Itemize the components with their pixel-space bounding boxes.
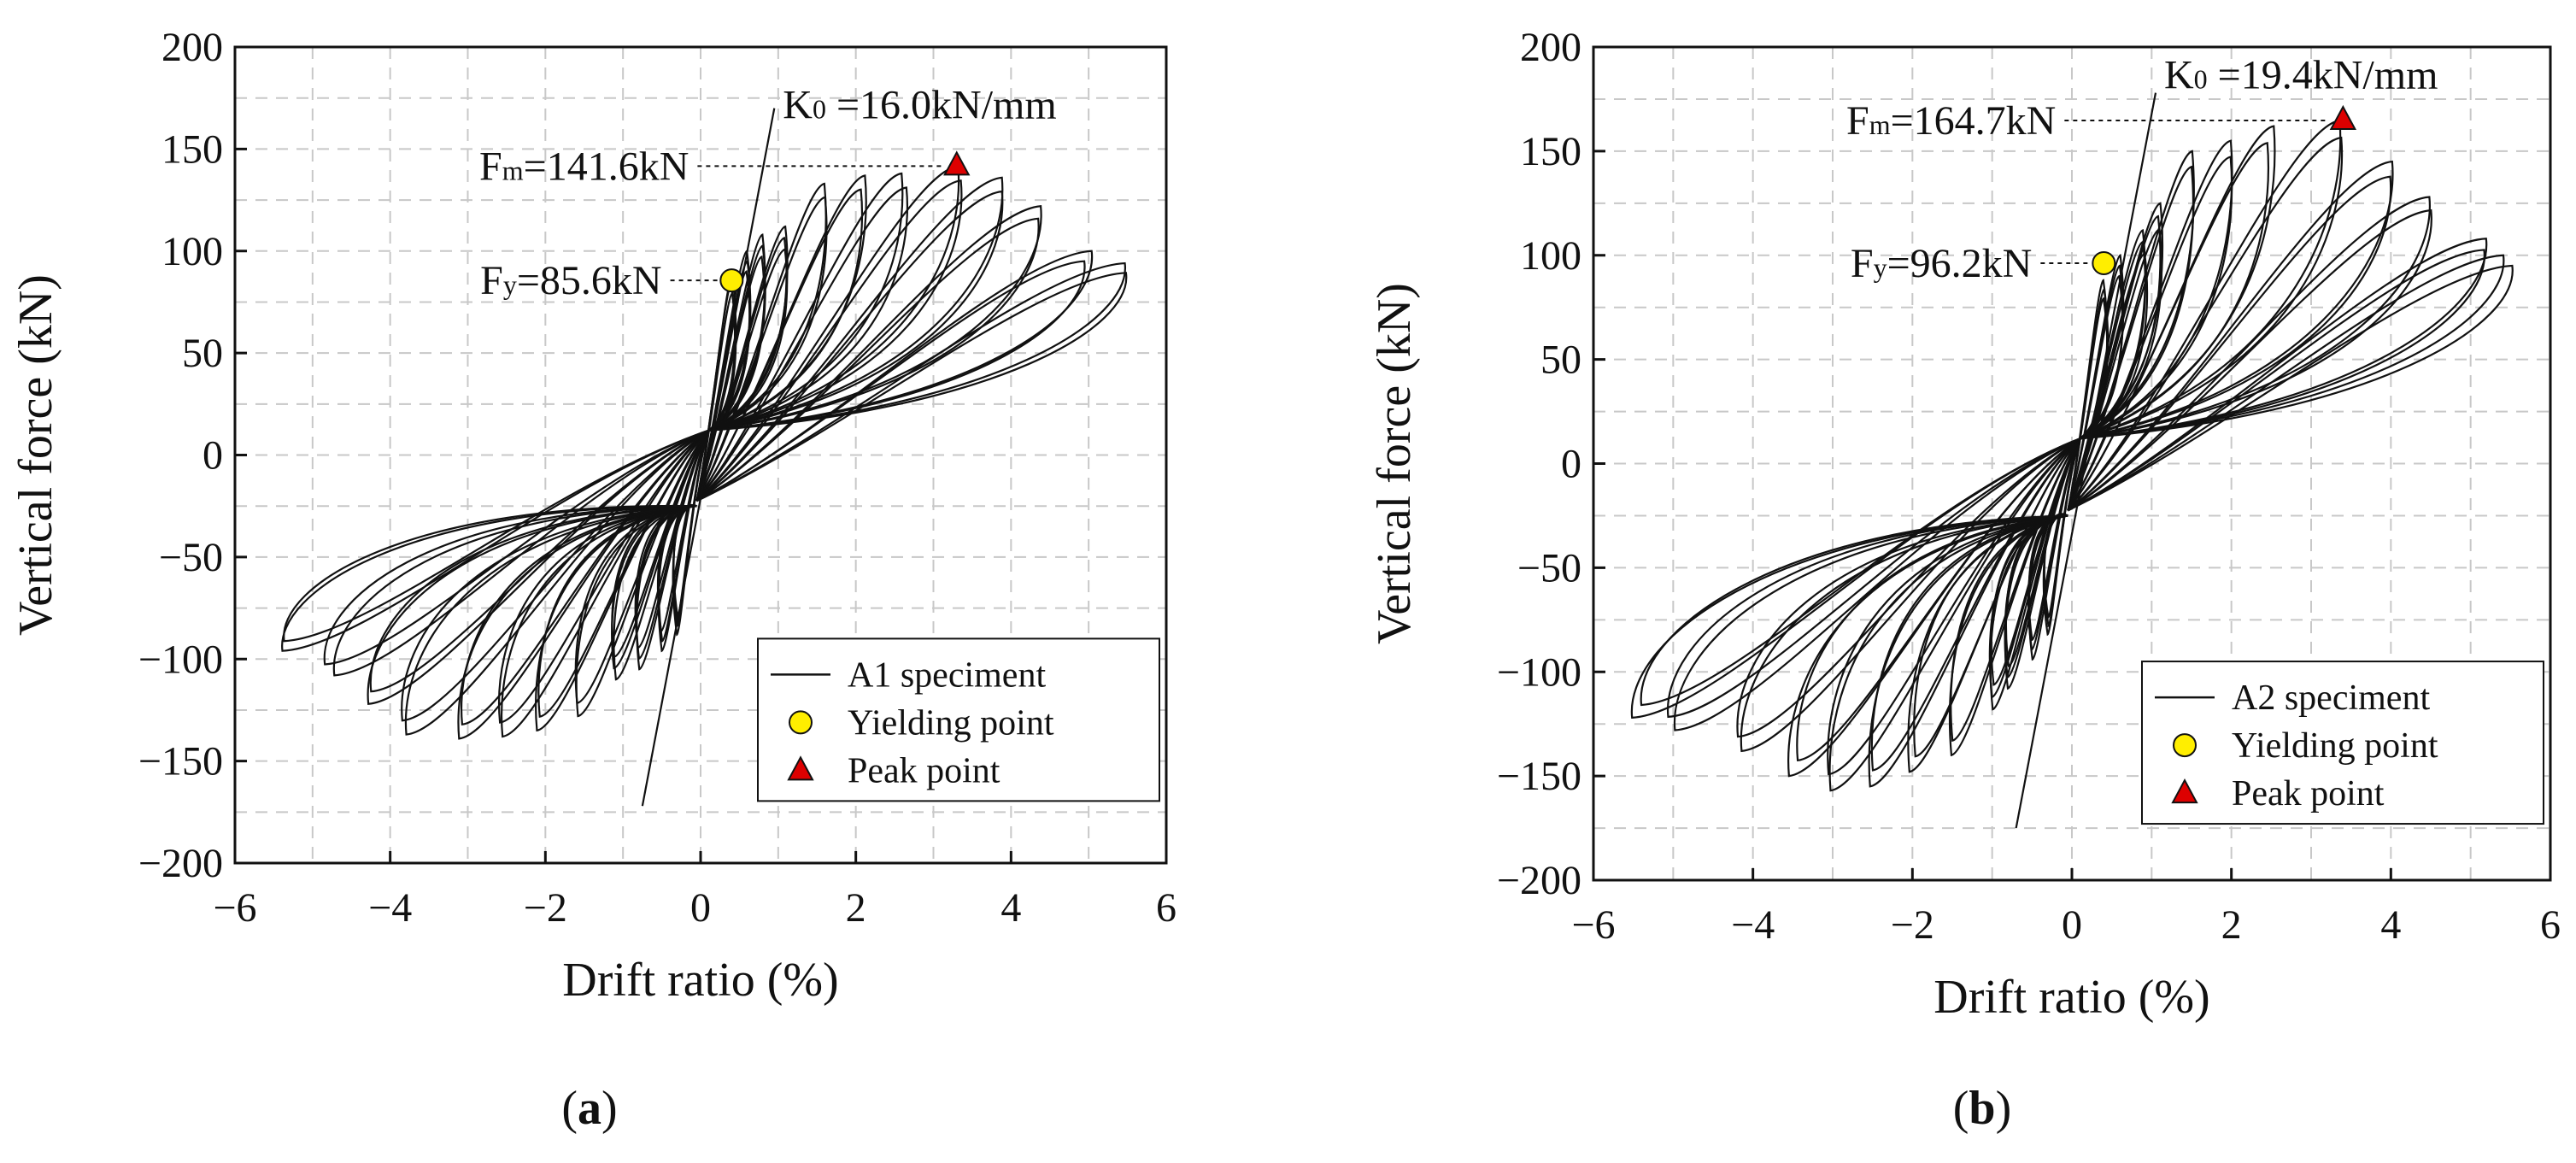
- y-tick-label: −100: [138, 637, 223, 682]
- yield-label-main: F: [480, 258, 503, 303]
- peak-label: Fm=164.7kN: [1846, 98, 2056, 144]
- peak-point-marker: [943, 150, 971, 176]
- yield-label-rest: =85.6kN: [517, 258, 662, 303]
- y-tick-label: −150: [138, 739, 223, 784]
- x-tick-label: 4: [2380, 902, 2401, 948]
- hysteresis-loop: [283, 272, 1128, 643]
- y-tick-label: 50: [182, 331, 223, 376]
- yield-point-marker: [719, 268, 744, 293]
- stiffness-label-main: K: [783, 83, 813, 128]
- x-axis-label: Drift ratio (%): [1933, 971, 2209, 1024]
- x-tick-label: −4: [1731, 902, 1775, 948]
- y-tick-label: 150: [1520, 129, 1581, 174]
- y-axis-label: Vertical force (kN): [9, 274, 62, 636]
- panel-caption: (b): [1953, 1082, 2011, 1135]
- caption-open: (: [561, 1082, 578, 1135]
- legend: A1 speciment Yielding point Peak point: [757, 637, 1160, 802]
- x-tick-label: 6: [1156, 885, 1177, 931]
- stiffness-label: K0 =16.0kN/mm: [783, 83, 1056, 128]
- stiffness-label-rest: =19.4kN/mm: [2208, 53, 2438, 98]
- x-tick-label: 2: [2221, 902, 2242, 948]
- panel-caption: (a): [561, 1082, 617, 1135]
- x-tick-label: −6: [1571, 902, 1615, 948]
- caption-close: ): [1996, 1082, 2012, 1135]
- stiffness-line: [2015, 92, 2157, 829]
- y-tick-label: 200: [161, 25, 223, 70]
- hysteresis-curves: [1630, 119, 2514, 792]
- x-tick-label: 4: [1000, 885, 1021, 931]
- hysteresis-curves: [281, 165, 1128, 740]
- peak-label: Fm=141.6kN: [479, 144, 689, 189]
- y-tick-label: 0: [202, 433, 223, 479]
- x-tick-label: −6: [213, 885, 256, 931]
- hysteresis-loop: [1640, 264, 2514, 707]
- peak-label-main: F: [1846, 98, 1869, 144]
- y-axis-label: Vertical force (kN): [1368, 283, 1421, 644]
- yield-label: Fy=85.6kN: [480, 258, 661, 303]
- peak-label-sub: m: [502, 155, 524, 185]
- chart-panel-b: −6 −4 −2 0 2 4 6 −200 −150 −100 −50 0 50 100 150 200 Dri…: [1368, 25, 2561, 1135]
- legend-box: [757, 637, 1160, 802]
- y-tick-label: 150: [161, 126, 223, 172]
- y-tick-label: 100: [161, 229, 223, 274]
- y-tick-label: −50: [1517, 545, 1581, 590]
- x-tick-label: 2: [846, 885, 866, 931]
- y-tick-label: −200: [138, 841, 223, 886]
- stiffness-line: [641, 108, 776, 807]
- caption-close: ): [601, 1082, 618, 1135]
- peak-label-rest: =141.6kN: [524, 144, 689, 189]
- legend: A2 speciment Yielding point Peak point: [2141, 661, 2544, 825]
- ticks: −6 −4 −2 0 2 4 6 −200 −150 −100 −50 0 50 100 150 200: [1497, 25, 2561, 948]
- y-tick-label: 200: [1520, 25, 1581, 70]
- y-tick-label: −100: [1497, 649, 1581, 695]
- yield-label: Fy=96.2kN: [1851, 241, 2032, 286]
- y-tick-label: −200: [1497, 858, 1581, 903]
- legend-box: [2141, 661, 2544, 825]
- legend-circle-swatch: [789, 710, 813, 735]
- y-tick-label: −150: [1497, 754, 1581, 799]
- peak-label-sub: m: [1869, 109, 1891, 140]
- x-tick-label: −4: [368, 885, 412, 931]
- x-tick-label: 6: [2540, 902, 2561, 948]
- x-tick-label: 0: [2062, 902, 2082, 948]
- yield-label-sub: y: [1874, 252, 1887, 283]
- legend-label: A2 speciment: [2232, 678, 2430, 718]
- peak-label-rest: =164.7kN: [1891, 98, 2057, 144]
- x-axis-label: Drift ratio (%): [562, 954, 838, 1007]
- hysteresis-loop: [332, 250, 1094, 677]
- x-tick-label: −2: [1891, 902, 1934, 948]
- legend-circle-swatch: [2173, 733, 2197, 758]
- y-tick-label: 100: [1520, 233, 1581, 279]
- stiffness-label-rest: =16.0kN/mm: [826, 83, 1057, 128]
- legend-triangle-swatch: [787, 755, 814, 781]
- yield-label-main: F: [1851, 241, 1874, 286]
- y-tick-label: 50: [1540, 338, 1581, 383]
- legend-label: A1 speciment: [848, 655, 1046, 695]
- legend-label: Yielding point: [848, 703, 1054, 743]
- ticks: −6 −4 −2 0 2 4 6 −200 −150 −100 −50 0 50 100 150 200: [138, 25, 1177, 931]
- yield-label-rest: =96.2kN: [1887, 241, 2033, 286]
- legend-label: Yielding point: [2232, 726, 2438, 766]
- y-tick-label: −50: [159, 535, 223, 580]
- peak-point-marker: [2329, 104, 2357, 131]
- stiffness-label-sub: 0: [2194, 64, 2208, 95]
- y-tick-label: 0: [1561, 442, 1581, 487]
- stiffness-label-sub: 0: [813, 94, 826, 125]
- chart-panel-a: −6 −4 −2 0 2 4 6 −200 −150 −100 −50 0 50 100 150 200 Dri…: [9, 25, 1177, 1135]
- legend-label: Peak point: [2232, 774, 2385, 814]
- legend-label: Peak point: [848, 751, 1000, 790]
- stiffness-label-main: K: [2164, 53, 2194, 98]
- yield-label-sub: y: [503, 269, 517, 300]
- caption-letter: a: [578, 1082, 601, 1135]
- legend-triangle-swatch: [2171, 778, 2198, 804]
- caption-open: (: [1953, 1082, 1969, 1135]
- stiffness-label: K0 =19.4kN/mm: [2164, 53, 2438, 98]
- peak-label-main: F: [479, 144, 502, 189]
- caption-letter: b: [1969, 1082, 1995, 1135]
- x-tick-label: 0: [690, 885, 711, 931]
- yield-point-marker: [2092, 251, 2116, 276]
- x-tick-label: −2: [524, 885, 567, 931]
